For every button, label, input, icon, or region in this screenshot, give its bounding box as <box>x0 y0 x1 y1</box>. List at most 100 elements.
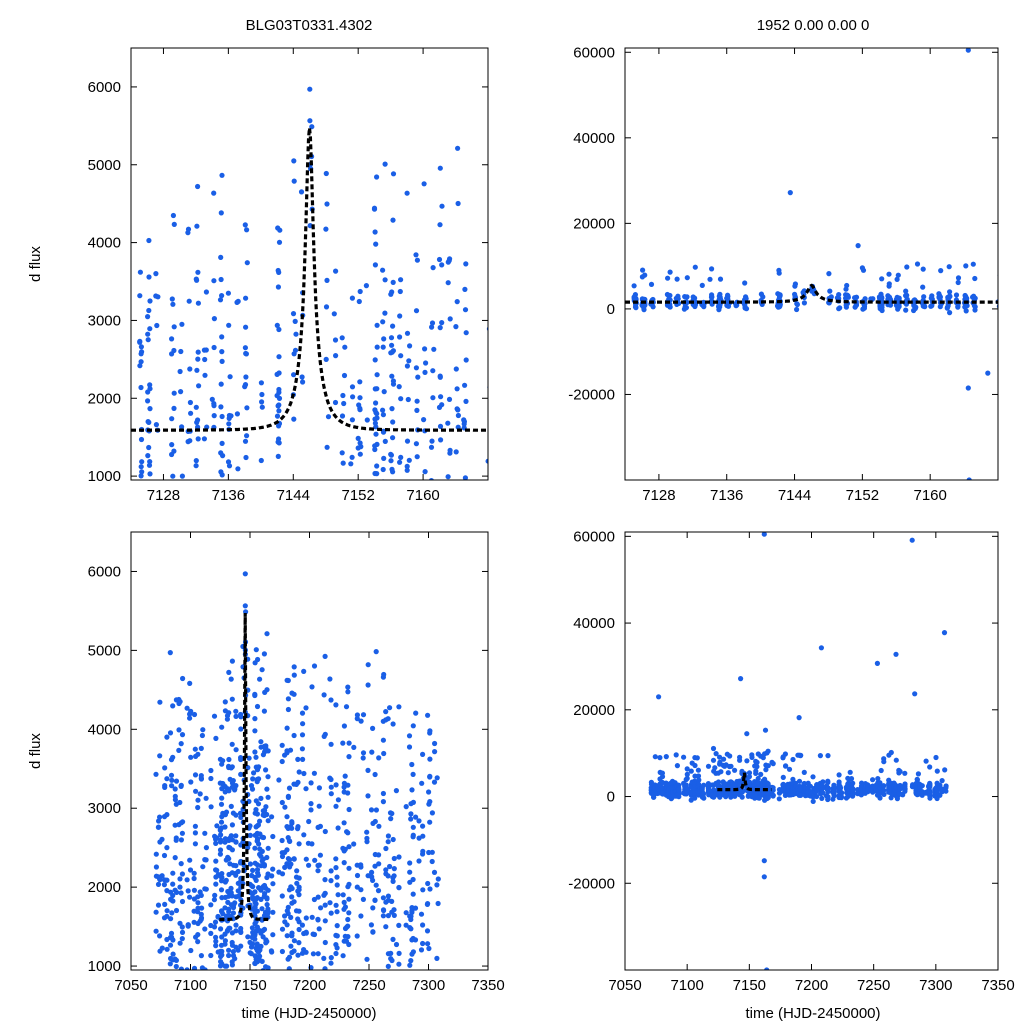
data-point <box>681 754 687 760</box>
data-point <box>187 867 194 873</box>
data-point <box>455 534 460 539</box>
data-point <box>145 419 151 425</box>
data-point <box>213 858 219 864</box>
data-point <box>346 881 352 888</box>
data-point <box>170 892 176 899</box>
data-point <box>404 463 410 469</box>
data-point <box>219 795 225 801</box>
data-point <box>250 776 256 782</box>
data-point <box>414 454 420 460</box>
data-point <box>372 446 378 453</box>
data-point <box>964 303 970 309</box>
data-point <box>372 407 378 413</box>
outlier-point <box>965 48 971 53</box>
data-point <box>291 938 297 944</box>
data-point <box>640 267 646 273</box>
data-point <box>345 934 351 940</box>
data-point <box>147 382 153 388</box>
data-point <box>294 880 300 886</box>
data-point <box>208 775 214 782</box>
data-point <box>389 898 395 905</box>
plot-area <box>625 48 998 480</box>
data-point <box>225 459 232 465</box>
data-point <box>168 916 174 922</box>
data-point <box>258 943 264 950</box>
data-point <box>303 786 309 792</box>
data-point <box>732 789 738 796</box>
data-point <box>420 887 426 893</box>
data-point <box>311 770 317 776</box>
data-point <box>342 773 348 779</box>
data-point <box>291 372 297 378</box>
data-point <box>203 795 209 801</box>
data-point <box>396 704 402 710</box>
data-point <box>173 963 179 970</box>
data-point <box>279 948 285 955</box>
data-point <box>388 291 394 297</box>
data-point <box>404 438 411 444</box>
data-point <box>253 896 259 902</box>
data-point <box>187 680 193 687</box>
data-point <box>437 222 443 228</box>
data-point <box>732 793 738 799</box>
data-point <box>203 857 209 863</box>
data-point <box>218 926 224 932</box>
data-point <box>253 807 259 813</box>
data-point <box>264 786 270 792</box>
data-point <box>184 877 190 883</box>
data-point <box>429 320 436 326</box>
data-point <box>219 874 225 881</box>
data-point <box>198 953 204 959</box>
data-point <box>178 783 184 790</box>
data-point <box>276 239 283 245</box>
data-point <box>434 882 440 888</box>
data-point <box>191 875 197 882</box>
data-point <box>648 281 655 287</box>
data-point <box>219 761 225 767</box>
data-point <box>663 754 669 760</box>
data-point <box>316 926 322 932</box>
data-point <box>282 804 288 810</box>
data-point <box>137 269 143 275</box>
data-point <box>732 783 738 789</box>
data-point <box>170 754 176 760</box>
data-point <box>171 324 177 330</box>
data-point <box>420 833 426 839</box>
data-point <box>237 810 244 816</box>
data-point <box>372 897 378 904</box>
data-point <box>169 783 175 789</box>
data-point <box>222 699 228 705</box>
data-point <box>749 752 755 758</box>
data-point <box>279 893 285 899</box>
data-point <box>285 706 291 713</box>
data-point <box>942 767 948 773</box>
outlier-point <box>761 532 767 537</box>
data-point <box>306 862 312 868</box>
data-point <box>292 971 297 976</box>
data-point <box>694 755 700 761</box>
data-point <box>259 848 265 855</box>
data-point <box>219 440 225 446</box>
data-point <box>264 687 270 693</box>
data-point <box>258 930 264 936</box>
data-point <box>334 909 340 915</box>
data-point <box>710 745 717 752</box>
data-point <box>432 740 438 747</box>
data-point <box>167 730 174 736</box>
data-point <box>675 296 681 302</box>
data-point <box>289 885 295 892</box>
data-point <box>341 899 347 906</box>
y-tick-label: 2000 <box>88 390 121 407</box>
data-point <box>218 450 224 456</box>
data-point <box>164 812 170 818</box>
data-point <box>429 810 435 816</box>
data-point <box>191 967 197 970</box>
data-point <box>169 910 175 916</box>
data-point <box>462 475 468 480</box>
data-point <box>222 941 228 947</box>
data-point <box>309 841 315 847</box>
data-point <box>701 782 707 788</box>
x-tick-label: 7160 <box>406 487 439 504</box>
data-point <box>737 757 743 763</box>
data-point <box>414 407 420 413</box>
